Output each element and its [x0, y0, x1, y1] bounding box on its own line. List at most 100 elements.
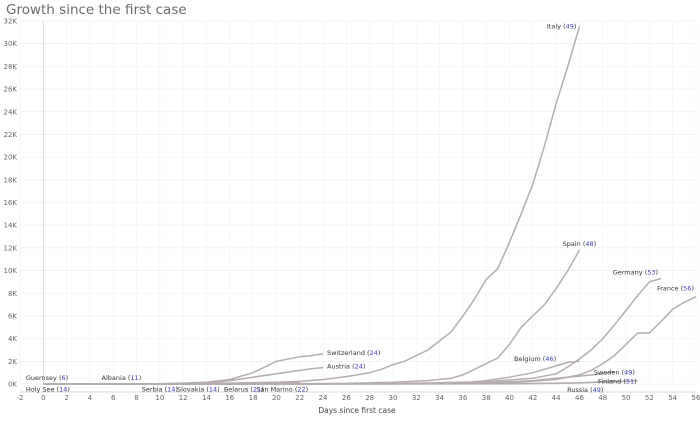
x-tick-label: 22	[295, 394, 304, 402]
series-name: San Marino	[256, 386, 295, 394]
series-label-belarus: Belarus (21)	[224, 386, 264, 394]
series-count: 49	[566, 23, 574, 31]
y-tick-label: 12K	[4, 244, 18, 252]
series-name: Belgium	[514, 355, 543, 363]
x-tick-label: 30	[389, 394, 398, 402]
y-tick-label: 30K	[4, 40, 18, 48]
series-label-belgium: Belgium (46)	[514, 355, 556, 363]
series-count: 11	[130, 374, 138, 382]
series-lines	[43, 26, 697, 385]
x-tick-label: 38	[482, 394, 491, 402]
series-name: Guernsey	[26, 374, 59, 382]
series-name: Slovakia	[177, 386, 206, 394]
x-tick-label: 40	[505, 394, 514, 402]
series-labels: Italy (49) Spain (48) Germany (53) France (…	[26, 23, 694, 395]
series-count: 49	[624, 369, 632, 377]
x-tick-label: 44	[552, 394, 561, 402]
series-name: Spain	[563, 240, 583, 248]
series-label-france: France (56)	[657, 285, 694, 293]
series-name: Finland	[598, 378, 623, 386]
x-tick-label: 56	[692, 394, 700, 402]
x-tick-label: 0	[41, 394, 45, 402]
series-name: Russia	[567, 386, 590, 394]
y-tick-label: 28K	[4, 63, 18, 71]
y-tick-label: 26K	[4, 86, 18, 94]
series-name: Serbia	[142, 386, 165, 394]
series-label-germany: Germany (53)	[613, 269, 658, 277]
series-count: 22	[297, 386, 305, 394]
series-name: Italy	[547, 23, 563, 31]
series-name: Albania	[102, 374, 128, 382]
x-tick-label: 18	[249, 394, 258, 402]
series-count: 6	[62, 374, 66, 382]
series-line-spain[interactable]	[43, 249, 581, 385]
series-count: 14	[167, 386, 175, 394]
x-axis-label: Days since first case	[318, 406, 396, 415]
series-count: 53	[647, 269, 655, 277]
series-name: Germany	[613, 269, 645, 277]
y-tick-label: 24K	[4, 108, 18, 116]
x-tick-label: 34	[435, 394, 444, 402]
series-count: 14	[209, 386, 217, 394]
series-label-albania: Albania (11)	[102, 374, 142, 382]
y-tick-label: 22K	[4, 131, 18, 139]
x-tick-label: 10	[155, 394, 164, 402]
series-label-holy-see: Holy See (14)	[26, 386, 70, 394]
y-tick-label: 4K	[8, 335, 17, 343]
x-tick-label: 2	[64, 394, 68, 402]
x-tick-label: 54	[668, 394, 677, 402]
x-tick-label: 24	[319, 394, 328, 402]
series-count: 21	[253, 386, 261, 394]
series-count: 48	[585, 240, 593, 248]
series-count: 56	[683, 285, 691, 293]
x-tick-label: 36	[458, 394, 467, 402]
x-tick-label: 4	[88, 394, 93, 402]
series-label-guernsey: Guernsey (6)	[26, 374, 68, 382]
series-label-italy: Italy (49)	[547, 23, 577, 31]
series-count: 24	[370, 349, 378, 357]
y-tick-label: 8K	[8, 290, 17, 298]
grid	[19, 20, 697, 393]
x-tick-label: 6	[111, 394, 116, 402]
x-tick-label: 52	[645, 394, 654, 402]
x-tick-label: 20	[272, 394, 281, 402]
y-tick-label: 20K	[4, 154, 18, 162]
x-tick-label: 8	[134, 394, 138, 402]
x-tick-label: 46	[575, 394, 584, 402]
y-tick-label: 0K	[8, 381, 17, 389]
series-label-finland: Finland (51)	[598, 378, 637, 386]
series-label-switzerland: Switzerland (24)	[327, 349, 380, 357]
y-tick-label: 16K	[4, 199, 18, 207]
series-count: 51	[626, 378, 634, 386]
y-tick-label: 32K	[4, 18, 18, 26]
x-tick-label: 42	[528, 394, 537, 402]
series-label-austria: Austria (24)	[327, 363, 365, 371]
series-label-russia: Russia (49)	[567, 386, 603, 394]
y-tick-label: 6K	[8, 312, 17, 320]
y-axis-ticks: 0K 2K 4K 6K 8K 10K 12K 14K 16K 18K 20K 22K 24K 26K 28K…	[4, 18, 18, 389]
x-tick-label: 26	[342, 394, 351, 402]
x-tick-label: 12	[179, 394, 188, 402]
x-tick-label: 32	[412, 394, 421, 402]
series-name: Switzerland	[327, 349, 367, 357]
series-count: 46	[545, 355, 553, 363]
y-tick-label: 2K	[8, 358, 17, 366]
series-label-spain: Spain (48)	[563, 240, 597, 248]
x-axis-ticks: -2 0 2 4 6 8 10 12 14 16 18 20 22 24 26 28 30 32 34 36 38 40 4…	[17, 394, 700, 402]
chart-title: Growth since the first case	[6, 2, 187, 18]
series-name: Sweden	[594, 369, 622, 377]
series-name: Belarus	[224, 386, 251, 394]
x-tick-label: 48	[598, 394, 607, 402]
series-name: France	[657, 285, 681, 293]
x-tick-label: -2	[17, 394, 24, 402]
series-label-san-marino: San Marino (22)	[256, 386, 308, 394]
series-label-sweden: Sweden (49)	[594, 369, 635, 377]
y-tick-label: 18K	[4, 176, 18, 184]
series-line-italy[interactable]	[43, 26, 581, 385]
y-tick-label: 10K	[4, 267, 18, 275]
x-tick-label: 28	[365, 394, 374, 402]
series-count: 14	[59, 386, 67, 394]
x-tick-label: 16	[225, 394, 234, 402]
